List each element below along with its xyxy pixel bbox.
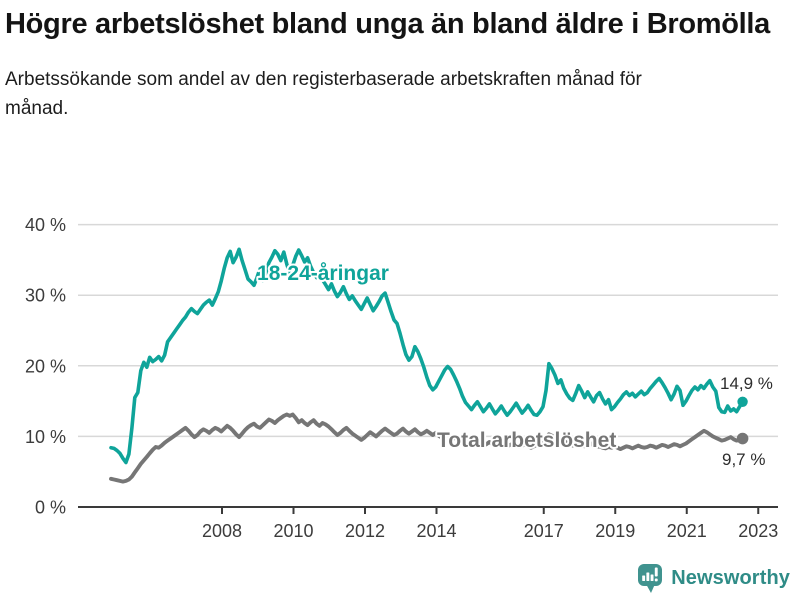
brand-name: Newsworthy — [671, 567, 790, 589]
x-tick-label: 2021 — [667, 521, 707, 541]
series-line-young — [109, 247, 745, 465]
end-dot-total — [736, 432, 749, 445]
y-tick-label: 20 % — [25, 356, 66, 376]
series-label-young: 18-24-åringar — [257, 262, 389, 285]
x-tick-label: 2008 — [202, 521, 242, 541]
chart-subtitle: Arbetssökande som andel av den registerb… — [5, 68, 642, 120]
x-axis: 200820102012201420172019202120232025 — [78, 506, 778, 541]
end-dot-young — [737, 396, 748, 408]
gridlines — [78, 223, 778, 438]
x-tick-label: 2017 — [524, 521, 564, 541]
chart-header: Högre arbetslöshet bland unga än bland ä… — [0, 0, 800, 124]
brand-footer: Newsworthy — [637, 563, 790, 594]
y-axis: 0 % 10 % 20 % 30 % 40 % — [25, 215, 66, 517]
end-value-label-young: 14,9 % — [720, 374, 773, 393]
y-tick-label: 10 % — [25, 427, 66, 447]
x-tick-label: 2014 — [416, 521, 456, 541]
series-label-total: Total arbetslöshet — [437, 429, 616, 452]
end-value-label-total: 9,7 % — [722, 450, 765, 469]
series-line-total — [109, 412, 745, 484]
y-tick-label: 0 % — [35, 498, 66, 518]
chart-title: Högre arbetslöshet bland unga än bland ä… — [5, 8, 771, 40]
x-tick-label: 2010 — [273, 521, 313, 541]
y-tick-label: 30 % — [25, 286, 66, 306]
x-tick-label: 2012 — [345, 521, 385, 541]
x-tick-label: 2019 — [595, 521, 635, 541]
newsworthy-logo-icon — [638, 564, 663, 593]
x-tick-label: 2023 — [738, 521, 778, 541]
y-tick-label: 40 % — [25, 215, 66, 235]
